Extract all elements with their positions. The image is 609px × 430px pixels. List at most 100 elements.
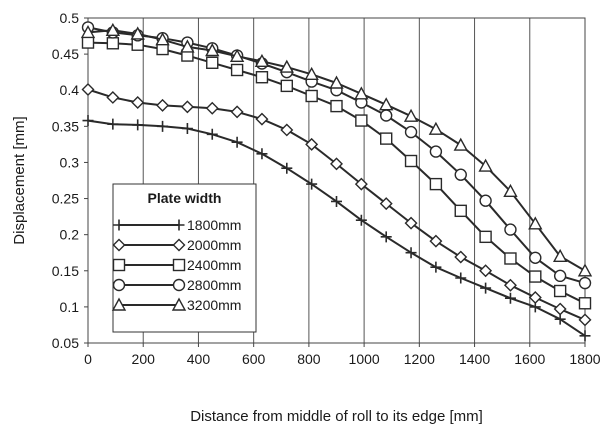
y-tick-label: 0.2 [60,227,80,243]
legend-label: 2000mm [187,237,241,253]
data-point [529,251,542,264]
data-point [504,223,517,236]
data-point [404,154,418,168]
data-point [156,98,170,112]
data-point [528,216,543,230]
data-point [429,234,443,248]
data-point [552,248,568,263]
data-point [81,83,95,96]
x-tick-label: 0 [84,351,92,367]
data-point [354,86,369,100]
data-point [454,168,467,181]
legend-label: 2400mm [187,257,241,273]
x-tick-label: 1400 [459,351,490,367]
data-point [205,43,220,57]
x-tick-label: 1600 [514,351,545,367]
data-point [106,37,120,50]
x-axis-title: Distance from middle of roll to its edge… [190,408,483,425]
data-point [405,247,417,259]
data-point [305,89,318,103]
legend-entries: 1800mm 2000mm 2400mm 2800mm 3200mm [111,217,241,313]
data-point [379,97,394,111]
y-tick-label: 0.25 [52,191,79,207]
legend-box [112,183,257,333]
axis-ticks: 0 200 400 600 800 1000 1200 1400 1600 1800 0.05 0.1… [52,10,601,367]
plot-frame [87,17,586,344]
data-point [553,269,567,283]
series-3200mm [80,22,593,277]
x-tick-label: 200 [132,351,156,367]
data-point [331,195,342,207]
data-point [504,292,516,304]
data-point [330,99,343,113]
data-point [231,136,243,148]
data-point [404,216,418,230]
data-point [330,157,343,171]
data-point [454,204,467,218]
data-point [403,108,419,122]
legend-label: 3200mm [187,297,241,313]
data-point [255,112,269,126]
data-point [171,297,187,311]
data-point [107,118,119,130]
data-point [355,114,368,127]
y-tick-label: 0.15 [52,263,79,279]
data-point [380,231,392,243]
legend-entry: 1800mm [113,217,241,233]
data-point [503,278,517,292]
legend: Plate width 1800mm 2000mm 2400mm 2800mm 3200… [111,183,257,333]
legend-entry: 2800mm [112,277,241,293]
series-2400mm [81,36,592,310]
data-point [106,90,120,104]
data-point [280,79,293,93]
data-point [479,194,492,207]
data-point [553,284,567,298]
legend-label: 2800mm [187,277,241,293]
data-point [181,123,193,134]
data-point [230,63,244,77]
data-point [578,297,592,310]
x-tick-label: 1800 [569,351,600,367]
data-point [80,24,96,39]
data-point [157,120,169,132]
data-point [180,39,195,53]
data-point [279,59,294,73]
data-point [430,261,442,273]
data-point [172,238,186,252]
data-point [132,119,144,131]
data-point [82,115,94,127]
data-point [306,178,318,190]
data-point [404,125,418,139]
data-point [380,109,393,122]
legend-title: Plate width [148,190,222,206]
data-point [479,230,492,244]
data-point [172,278,186,292]
y-axis-title: Displacement [mm] [11,116,28,244]
data-point [579,330,591,342]
data-point [111,297,127,311]
data-point [112,278,126,292]
y-tick-label: 0.3 [60,154,80,170]
data-point [479,264,493,278]
data-point [480,282,492,294]
data-point [256,148,268,160]
data-point [131,96,145,109]
data-point [577,263,593,277]
data-point [229,48,245,62]
data-point [155,32,170,46]
x-tick-label: 400 [187,351,211,367]
y-tick-label: 0.45 [52,46,79,62]
data-point [180,100,194,114]
data-point [130,26,145,40]
data-point [172,258,186,272]
data-point [354,177,368,191]
data-point [553,302,567,316]
data-point [428,121,444,135]
data-point [255,71,269,84]
data-point [453,137,468,151]
data-point [254,53,270,68]
y-tick-label: 0.35 [52,118,79,134]
x-tick-label: 600 [242,351,266,367]
data-point [478,158,493,172]
